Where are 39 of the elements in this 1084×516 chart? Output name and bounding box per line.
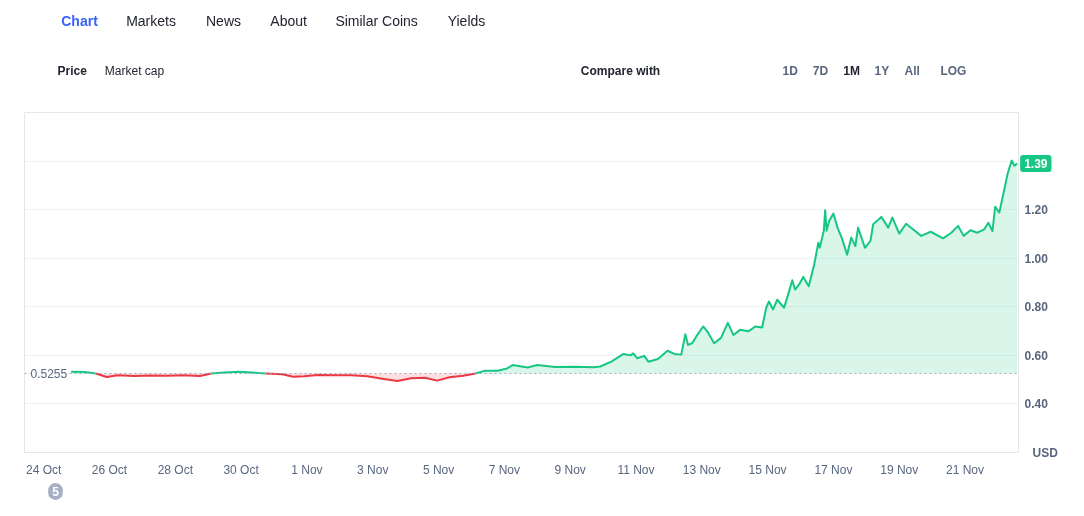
text: Compare with: [580, 63, 661, 78]
text: All: [904, 63, 920, 78]
x-tick-label: 17 Nov: [814, 462, 853, 477]
text: 1M: [843, 63, 860, 78]
x-tick-label: 3 Nov: [357, 462, 389, 477]
y-tick-label: 1.00: [1024, 251, 1049, 266]
x-tick-label: 24 Oct: [26, 462, 63, 477]
annotation: 1.39: [1024, 157, 1048, 171]
x-tick-label: 26 Oct: [91, 462, 128, 477]
x-tick-label: 5 Nov: [422, 462, 455, 477]
x-tick-label: 13 Nov: [682, 462, 721, 477]
y-tick-label: 1.20: [1024, 203, 1049, 218]
text: 1D: [782, 63, 799, 78]
x-tick-label: 7 Nov: [488, 462, 521, 477]
text: Market cap: [104, 63, 165, 78]
y-tick-label: 0.40: [1024, 397, 1049, 412]
x-tick-label: 19 Nov: [880, 462, 919, 477]
x-tick-label: 9 Nov: [554, 462, 586, 477]
text: News: [205, 12, 241, 29]
text: LOG: [940, 63, 967, 78]
ref-line-label: 0.5255: [30, 366, 68, 381]
y-axis-title: USD: [1032, 445, 1059, 460]
x-tick-label: 1 Nov: [291, 462, 323, 477]
x-tick-label: 30 Oct: [223, 462, 260, 477]
text: 1Y: [874, 63, 890, 78]
x-tick-label: 21 Nov: [946, 462, 985, 477]
text: Chart: [61, 12, 99, 29]
y-tick-label: 0.80: [1024, 300, 1049, 315]
text: Similar Coins: [335, 12, 418, 29]
x-tick-label: 11 Nov: [617, 462, 655, 477]
text: Markets: [126, 12, 176, 29]
text: About: [270, 12, 307, 29]
text: Yields: [447, 12, 486, 29]
text: Price: [57, 63, 88, 78]
x-tick-label: 28 Oct: [157, 462, 194, 477]
x-tick-label: 15 Nov: [748, 462, 787, 477]
text: 5: [52, 485, 60, 499]
y-tick-label: 0.60: [1024, 348, 1049, 363]
text: 7D: [812, 63, 829, 78]
